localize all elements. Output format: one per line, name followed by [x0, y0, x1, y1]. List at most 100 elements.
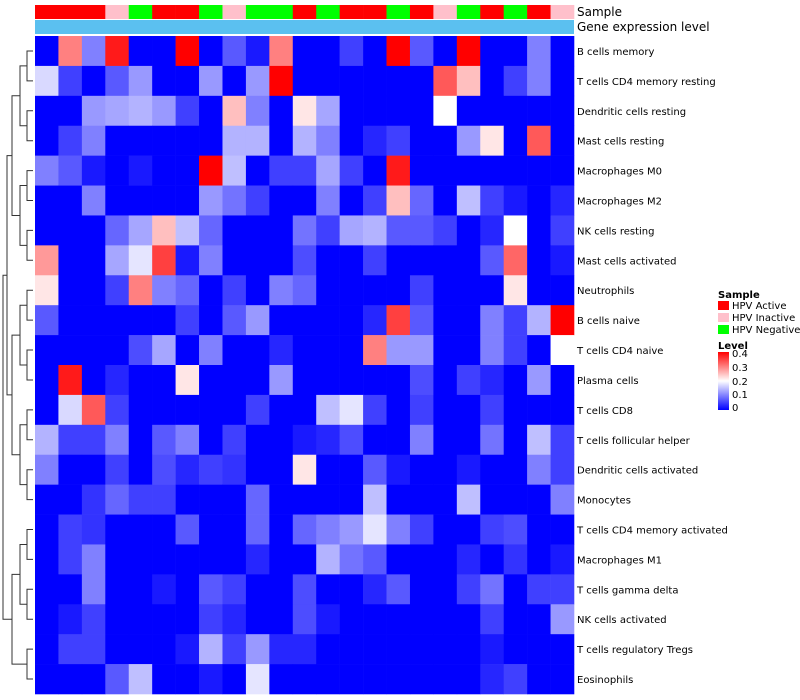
heatmap-cell — [128, 95, 153, 127]
heatmap-cell — [269, 365, 294, 396]
row-label: Dendritic cells resting — [577, 107, 686, 118]
heatmap-cell — [245, 65, 270, 97]
heatmap-cell — [105, 604, 130, 635]
heatmap-cell — [292, 634, 317, 665]
heatmap-cell — [128, 125, 153, 156]
heatmap-cell — [245, 95, 270, 127]
row-label: T cells follicular helper — [576, 436, 691, 447]
heatmap-cell — [245, 36, 270, 67]
sample-annotation-cell — [175, 5, 200, 19]
heatmap-cell — [199, 394, 223, 426]
heatmap-cell — [128, 335, 153, 366]
heatmap-cell — [128, 514, 153, 545]
heatmap-cell — [245, 484, 270, 515]
heatmap-cell — [550, 454, 575, 485]
heatmap-cell — [527, 185, 551, 216]
heatmap-cell — [269, 155, 294, 186]
heatmap-cell — [222, 125, 247, 156]
row-label: Eosinophils — [577, 675, 633, 686]
heatmap-cell — [527, 125, 551, 156]
heatmap-cell — [409, 36, 434, 67]
heatmap-cell — [363, 634, 387, 665]
heatmap-cell — [456, 36, 481, 67]
heatmap-cell — [35, 95, 59, 127]
heatmap-cell — [175, 36, 200, 67]
sample-annotation-cell — [292, 5, 317, 19]
legend-swatch-hpv-negative — [718, 325, 729, 334]
heatmap-cell — [339, 454, 364, 485]
heatmap-cell — [105, 365, 130, 396]
legend-swatch-hpv-active — [718, 301, 729, 310]
heatmap-cell — [433, 335, 458, 366]
dendrogram-branch — [26, 289, 33, 321]
heatmap-cell — [386, 305, 411, 336]
heatmap-cell — [105, 454, 130, 485]
heatmap-cell — [105, 275, 130, 306]
heatmap-cell — [245, 275, 270, 306]
heatmap-cell — [175, 544, 200, 575]
heatmap-cell — [316, 634, 340, 665]
heatmap-cell — [409, 604, 434, 635]
heatmap-cell — [128, 275, 153, 306]
heatmap-cell — [386, 604, 411, 635]
heatmap-cell — [292, 215, 317, 246]
heatmap-cell — [480, 305, 504, 336]
heatmap-cell — [386, 275, 411, 306]
heatmap-cell — [245, 365, 270, 396]
heatmap-cell — [81, 634, 106, 665]
heatmap-cell — [152, 95, 176, 127]
heatmap-cell — [550, 424, 575, 456]
heatmap-cell — [409, 664, 434, 695]
heatmap-cell — [245, 245, 270, 276]
sample-annotation-cell — [81, 5, 106, 19]
heatmap-cell — [363, 574, 387, 605]
sample-annotation-cell — [339, 5, 364, 19]
heatmap-cell — [175, 215, 200, 246]
heatmap-cell — [433, 394, 458, 426]
heatmap-cell — [550, 544, 575, 575]
heatmap-cell — [480, 36, 504, 67]
sample-annotation-bar — [35, 5, 575, 19]
heatmap-cell — [433, 125, 458, 156]
row-label: Mast cells resting — [577, 137, 664, 148]
heatmap-cell — [527, 634, 551, 665]
heatmap-cell — [550, 365, 575, 396]
heatmap-cell — [339, 514, 364, 545]
heatmap-cell — [58, 335, 83, 366]
heatmap-cell — [409, 634, 434, 665]
heatmap-cell — [81, 335, 106, 366]
heatmap-cell — [456, 185, 481, 216]
heatmap-cell — [480, 544, 504, 575]
sample-annotation-cell — [456, 5, 481, 19]
heatmap-cell — [480, 514, 504, 545]
heatmap-cell — [35, 215, 59, 246]
sample-legend: Sample HPV Active HPV Inactive HPV Negat… — [718, 290, 800, 336]
heatmap-cell — [222, 215, 247, 246]
heatmap-cell — [269, 185, 294, 216]
heatmap-cell — [199, 335, 223, 366]
heatmap-cell — [503, 125, 528, 156]
heatmap-cell — [128, 574, 153, 605]
heatmap-cell — [433, 185, 458, 216]
heatmap-cell — [58, 574, 83, 605]
heatmap-cell — [199, 245, 223, 276]
dendrogram-branch — [19, 65, 27, 127]
heatmap-cell — [58, 245, 83, 276]
heatmap-cell — [199, 125, 223, 156]
heatmap-cell — [480, 365, 504, 396]
sample-annotation-cell — [480, 5, 504, 19]
heatmap-cell — [433, 275, 458, 306]
heatmap-cell — [152, 514, 176, 545]
heatmap-cell — [409, 394, 434, 426]
dendrogram-branch — [11, 334, 20, 456]
heatmap-cell — [245, 424, 270, 456]
sample-annotation-cell — [105, 5, 130, 19]
heatmap-cell — [316, 484, 340, 515]
heatmap-cell — [363, 36, 387, 67]
heatmap-cell — [503, 544, 528, 575]
heatmap-cell — [456, 634, 481, 665]
heatmap-cell — [480, 454, 504, 485]
heatmap-cell — [527, 664, 551, 695]
heatmap-cell — [175, 245, 200, 276]
heatmap-cell — [386, 185, 411, 216]
